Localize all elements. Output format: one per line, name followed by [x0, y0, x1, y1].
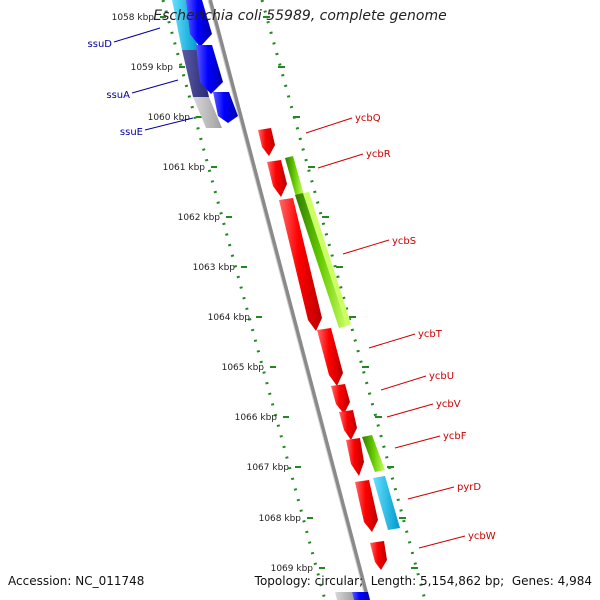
gene-label-ssua: ssuA — [106, 90, 130, 101]
kbp-tick-labels: 1058 kbp 1059 kbp 1060 kbp 1061 kbp 1062 kbp… — [112, 13, 314, 574]
callout-line-ssua — [131, 79, 179, 94]
kbp-label-1067-kbp: 1067 kbp — [247, 463, 290, 473]
left-dotted-track — [161, 0, 327, 600]
callout-line-ycbt — [368, 333, 416, 349]
genome-stats-footer: Topology: circular; Length: 5,154,862 bp… — [254, 574, 592, 588]
genome-title: Escherichia coli 55989, complete genome — [153, 8, 447, 24]
left-gene-labels: ssuD ssuA ssuE — [88, 27, 194, 138]
kbp-label-1066-kbp: 1066 kbp — [235, 413, 278, 423]
gene-label-pyrd: pyrD — [457, 482, 481, 493]
gene-label-ycbq: ycbQ — [355, 113, 381, 124]
feature-green-ycbS-light — [303, 192, 351, 326]
kbp-label-1061-kbp: 1061 kbp — [163, 163, 206, 173]
gene-label-ycbu: ycbU — [429, 371, 454, 382]
kbp-label-1068-kbp: 1068 kbp — [259, 514, 302, 524]
callout-line-pyrd — [407, 486, 455, 500]
gene-ycbT-forward — [317, 328, 343, 386]
gene-label-ssud: ssuD — [88, 39, 113, 50]
accession-value: NC_011748 — [75, 574, 145, 588]
callout-line-ssud — [113, 27, 161, 43]
gene-ssuE-reverse — [213, 92, 238, 123]
genes-label: Genes: — [511, 574, 554, 588]
genome-backbone — [208, 0, 370, 600]
callout-line-ssue — [144, 117, 194, 131]
accession-label: Accession: — [8, 574, 72, 588]
kbp-label-1059-kbp: 1059 kbp — [131, 63, 174, 73]
gene-label-ycbr: ycbR — [366, 149, 391, 160]
gene-label-ycbf: ycbF — [443, 431, 467, 442]
length-value: 5,154,862 bp — [420, 574, 501, 588]
genome-backbone-highlight — [207, 0, 367, 600]
gene-ycbU-forward — [331, 384, 350, 414]
gene-ycbV-forward — [339, 410, 357, 440]
right-gene-labels: ycbQ ycbR ycbS ycbT ycbU ycbV ycbF pyrD ycbW — [305, 113, 496, 549]
feature-green-ycbS — [295, 193, 347, 328]
callout-line-ycbr — [317, 153, 364, 169]
gene-label-ycbw: ycbW — [468, 531, 496, 542]
gene-ycbW-forward — [370, 541, 387, 570]
gene-ycbQ-forward — [258, 128, 275, 156]
callout-line-ycbs — [342, 239, 390, 255]
gene-ssuA-reverse — [196, 45, 223, 94]
kbp-label-1069-kbp: 1069 kbp — [271, 564, 314, 574]
gene-ycbR-forward — [267, 160, 287, 197]
kbp-label-1064-kbp: 1064 kbp — [208, 313, 251, 323]
callout-line-ycbv — [386, 403, 434, 418]
gene-ycbF-forward — [346, 438, 364, 476]
kbp-label-1062-kbp: 1062 kbp — [178, 213, 221, 223]
major-tick-marks — [160, 16, 418, 569]
kbp-label-1060-kbp: 1060 kbp — [148, 113, 191, 123]
kbp-label-1065-kbp: 1065 kbp — [222, 363, 265, 373]
feature-green-ycbR — [285, 156, 304, 197]
length-label: Length: — [370, 574, 417, 588]
gene-bottom-reverse — [352, 592, 370, 600]
feature-cyan-ssuD — [172, 0, 198, 50]
callout-line-ycbf — [394, 435, 441, 449]
kbp-label-1058-kbp: 1058 kbp — [112, 13, 155, 23]
gene-label-ycbt: ycbT — [418, 329, 443, 340]
topology-value: circular — [314, 574, 360, 588]
feature-cyan-pyrD — [373, 476, 400, 530]
kbp-label-1063-kbp: 1063 kbp — [193, 263, 236, 273]
callout-line-ycbu — [380, 375, 427, 391]
gene-ycbS-forward — [279, 198, 322, 331]
reverse-strand-features — [172, 0, 238, 128]
topology-label: Topology: — [254, 574, 311, 588]
tick-tracks — [160, 0, 427, 600]
feature-navy-ssuA — [182, 50, 209, 97]
gene-label-ycbv: ycbV — [436, 399, 461, 410]
gene-ssuD-reverse — [186, 0, 212, 47]
gene-label-ssue: ssuE — [120, 127, 143, 138]
accession-footer: Accession: NC_011748 — [8, 574, 144, 588]
forward-strand-features — [258, 128, 400, 570]
gene-label-ycbs: ycbS — [392, 236, 416, 247]
feature-grey-ssuE — [193, 97, 222, 128]
callout-line-ycbq — [305, 117, 353, 134]
feature-green-ycbF — [362, 435, 385, 472]
genes-value: 4,984 — [557, 574, 592, 588]
feature-grey-bottom — [335, 592, 354, 600]
callout-line-ycbw — [418, 535, 466, 549]
gene-pyrD-forward — [355, 480, 378, 532]
